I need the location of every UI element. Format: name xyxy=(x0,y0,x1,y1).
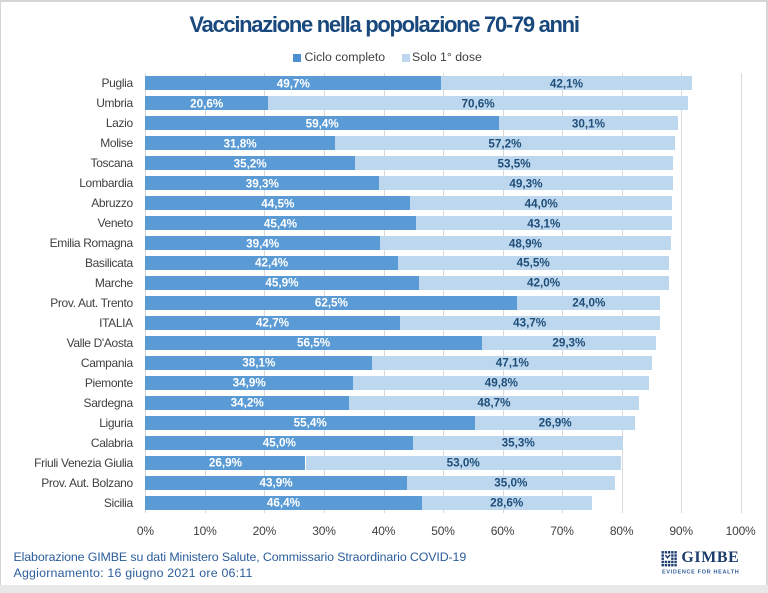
svg-text:EVIDENCE FOR HEALTH: EVIDENCE FOR HEALTH xyxy=(662,569,739,575)
svg-text:GIMBE: GIMBE xyxy=(681,549,739,566)
